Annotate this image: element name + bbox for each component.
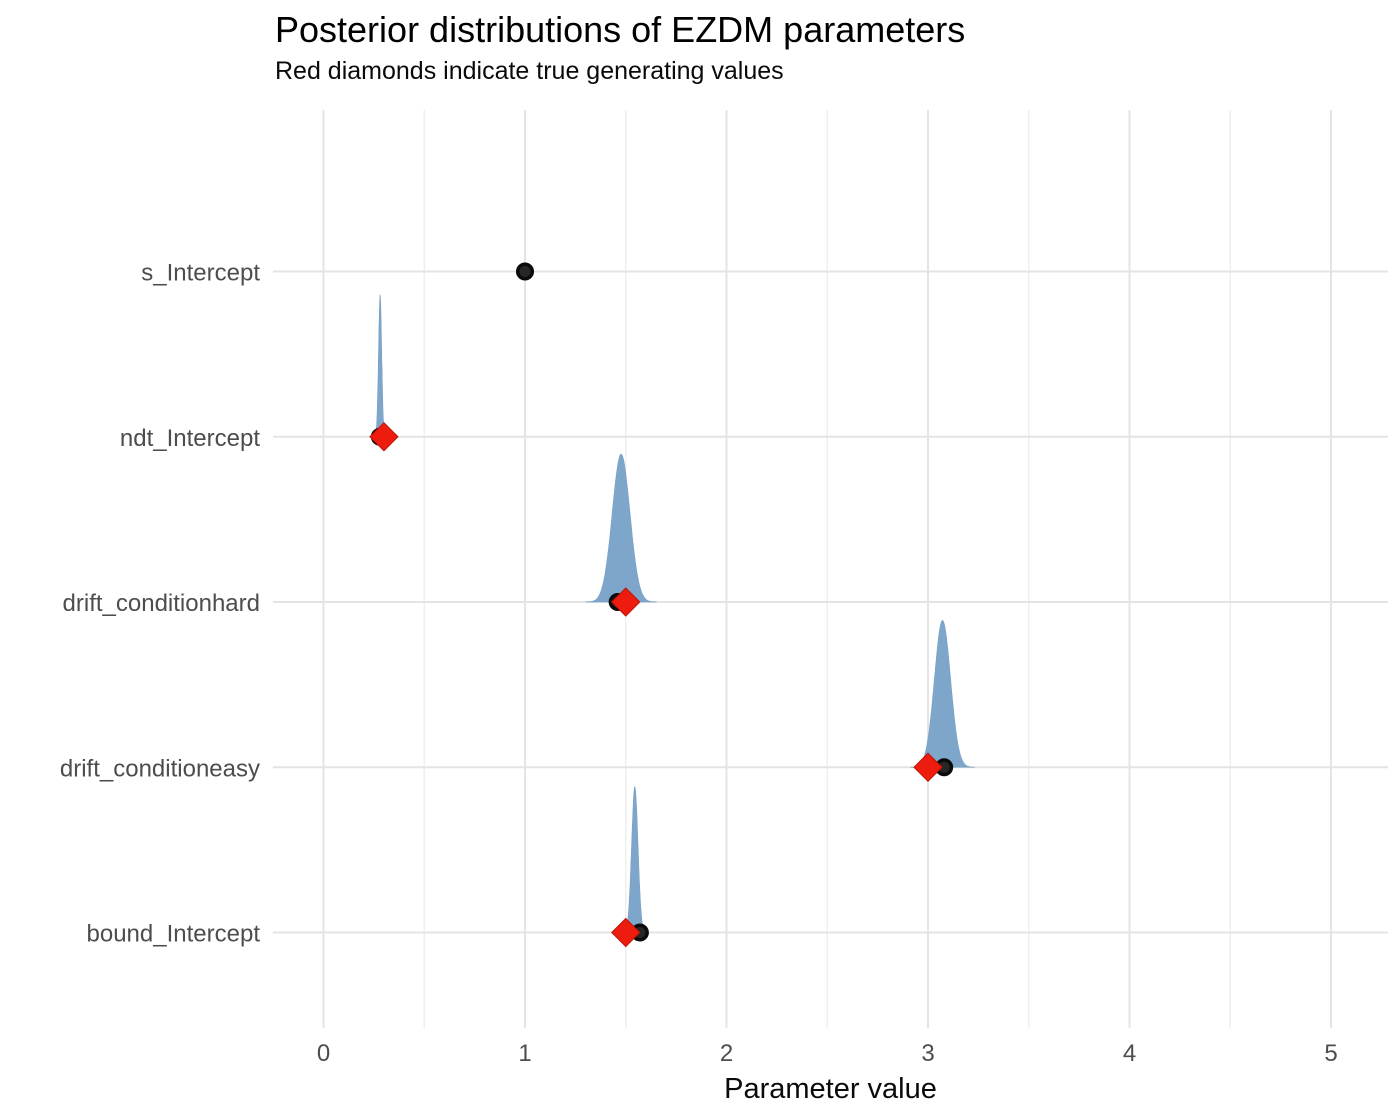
- x-axis-tick-label-2: 2: [720, 1040, 733, 1067]
- density-slab-ndt_Intercept: [373, 294, 387, 438]
- y-axis-label-drift_conditioneasy: drift_conditioneasy: [60, 755, 260, 782]
- chart-title: Posterior distributions of EZDM paramete…: [275, 9, 966, 50]
- density-slab-drift_conditioneasy: [910, 620, 975, 768]
- y-axis-label-ndt_Intercept: ndt_Intercept: [120, 425, 260, 452]
- x-axis-tick-label-0: 0: [317, 1040, 330, 1067]
- density-slab-drift_conditionhard: [585, 453, 657, 603]
- x-axis-title: Parameter value: [724, 1073, 937, 1105]
- x-axis-tick-label-1: 1: [518, 1040, 531, 1067]
- true-value-diamond-drift_conditionhard: [611, 587, 641, 617]
- true-value-diamond-drift_conditioneasy: [913, 752, 943, 782]
- y-axis-label-bound_Intercept: bound_Intercept: [87, 921, 261, 948]
- x-axis-tick-label-4: 4: [1123, 1040, 1136, 1067]
- x-axis-tick-label-5: 5: [1324, 1040, 1337, 1067]
- point-estimate-s_Intercept: [515, 262, 535, 281]
- y-axis-label-drift_conditionhard: drift_conditionhard: [63, 590, 260, 617]
- y-axis-label-s_Intercept: s_Intercept: [141, 260, 260, 287]
- true-value-diamond-bound_Intercept: [611, 917, 641, 948]
- x-axis-tick-label-3: 3: [921, 1040, 934, 1067]
- chart-subtitle: Red diamonds indicate true generating va…: [275, 57, 784, 85]
- true-value-diamond-ndt_Intercept: [369, 422, 399, 452]
